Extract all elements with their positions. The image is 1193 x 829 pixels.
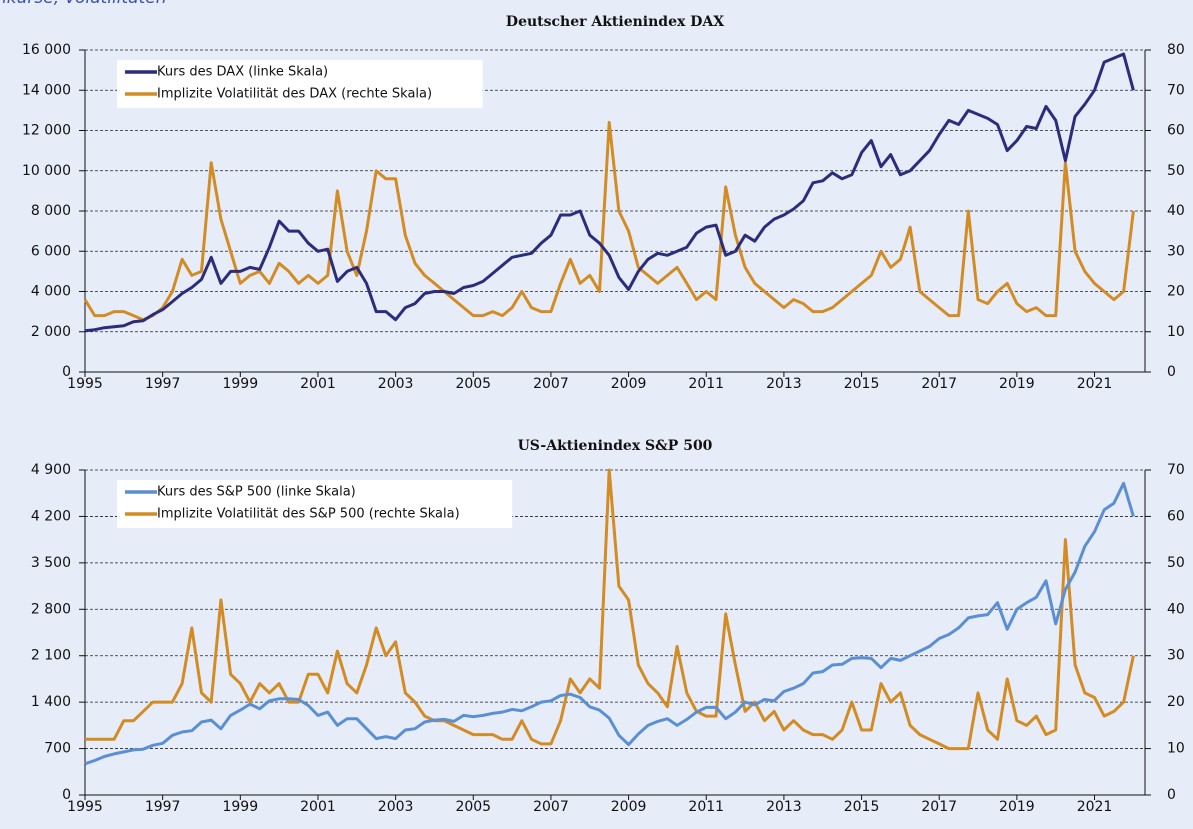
y2-tick-label: 50 bbox=[1167, 163, 1185, 179]
x-tick-label: 2013 bbox=[766, 376, 802, 392]
y2-tick-label: 30 bbox=[1167, 648, 1185, 664]
y-tick-label: 6 000 bbox=[31, 243, 71, 259]
x-tick-label: 1999 bbox=[222, 799, 258, 815]
y-tick-label: 4 900 bbox=[31, 462, 71, 478]
x-tick-label: 2017 bbox=[921, 799, 957, 815]
x-tick-label: 2021 bbox=[1077, 376, 1113, 392]
y2-tick-label: 0 bbox=[1167, 787, 1176, 803]
x-tick-label: 2003 bbox=[378, 376, 414, 392]
y2-tick-label: 20 bbox=[1167, 694, 1185, 710]
x-tick-label: 2015 bbox=[844, 376, 880, 392]
y-tick-label: 2 000 bbox=[31, 324, 71, 340]
y-tick-label: 2 800 bbox=[31, 601, 71, 617]
legend-label: Kurs des DAX (linke Skala) bbox=[157, 65, 328, 80]
y2-tick-label: 40 bbox=[1167, 203, 1185, 219]
x-tick-label: 1999 bbox=[222, 376, 258, 392]
x-tick-label: 2019 bbox=[999, 376, 1035, 392]
y2-tick-label: 70 bbox=[1167, 82, 1185, 98]
chart-title: Deutscher Aktienindex DAX bbox=[506, 14, 724, 30]
x-tick-label: 2001 bbox=[300, 376, 336, 392]
y-tick-label: 12 000 bbox=[22, 123, 71, 139]
x-tick-label: 2003 bbox=[378, 799, 414, 815]
x-tick-label: 2009 bbox=[611, 376, 647, 392]
y-tick-label: 3 500 bbox=[31, 555, 71, 571]
x-tick-label: 1997 bbox=[145, 376, 181, 392]
legend-label: Kurs des S&P 500 (linke Skala) bbox=[157, 485, 356, 500]
x-tick-label: 1997 bbox=[145, 799, 181, 815]
y-tick-label: 700 bbox=[44, 741, 71, 757]
y-tick-label: 16 000 bbox=[22, 42, 71, 58]
y2-tick-label: 10 bbox=[1167, 324, 1185, 340]
legend-box bbox=[117, 480, 513, 528]
y2-tick-label: 30 bbox=[1167, 243, 1185, 259]
legend-label: Implizite Volatilität des DAX (rechte Sk… bbox=[157, 87, 432, 102]
series-line bbox=[85, 468, 1135, 751]
y2-tick-label: 10 bbox=[1167, 741, 1185, 757]
x-tick-label: 2019 bbox=[999, 799, 1035, 815]
y2-tick-label: 60 bbox=[1167, 123, 1185, 139]
y-tick-label: 0 bbox=[62, 787, 71, 803]
x-tick-label: 2011 bbox=[688, 799, 724, 815]
series-line bbox=[84, 481, 1135, 766]
legend-label: Implizite Volatilität des S&P 500 (recht… bbox=[157, 507, 460, 522]
x-tick-label: 2001 bbox=[300, 799, 336, 815]
y-tick-label: 10 000 bbox=[22, 163, 71, 179]
x-tick-label: 2015 bbox=[844, 799, 880, 815]
y-tick-label: 2 100 bbox=[31, 648, 71, 664]
y-tick-label: 0 bbox=[62, 364, 71, 380]
x-tick-label: 1995 bbox=[67, 799, 103, 815]
x-tick-label: 2011 bbox=[688, 376, 724, 392]
x-tick-label: 2005 bbox=[455, 799, 491, 815]
x-tick-label: 2007 bbox=[533, 799, 569, 815]
y2-tick-label: 60 bbox=[1167, 508, 1185, 524]
y2-tick-label: 20 bbox=[1167, 284, 1185, 300]
legend-box bbox=[117, 60, 483, 108]
x-tick-label: 2007 bbox=[533, 376, 569, 392]
series-line bbox=[83, 120, 1135, 322]
x-tick-label: 2017 bbox=[921, 376, 957, 392]
y-tick-label: 8 000 bbox=[31, 203, 71, 219]
y-tick-label: 14 000 bbox=[22, 82, 71, 98]
x-tick-label: 2021 bbox=[1077, 799, 1113, 815]
x-tick-label: 1995 bbox=[67, 376, 103, 392]
y2-tick-label: 40 bbox=[1167, 601, 1185, 617]
y2-tick-label: 50 bbox=[1167, 555, 1185, 571]
x-tick-label: 2009 bbox=[611, 799, 647, 815]
page-header: nkurse, Volatilitäten bbox=[0, 0, 167, 8]
y2-tick-label: 80 bbox=[1167, 42, 1185, 58]
y2-tick-label: 0 bbox=[1167, 364, 1176, 380]
x-tick-label: 2013 bbox=[766, 799, 802, 815]
y-tick-label: 1 400 bbox=[31, 694, 71, 710]
y2-tick-label: 70 bbox=[1167, 462, 1185, 478]
y-tick-label: 4 000 bbox=[31, 284, 71, 300]
y-tick-label: 4 200 bbox=[31, 508, 71, 524]
series-line bbox=[84, 52, 1135, 333]
chart-title: US-Aktienindex S&P 500 bbox=[518, 438, 713, 454]
x-tick-label: 2005 bbox=[455, 376, 491, 392]
